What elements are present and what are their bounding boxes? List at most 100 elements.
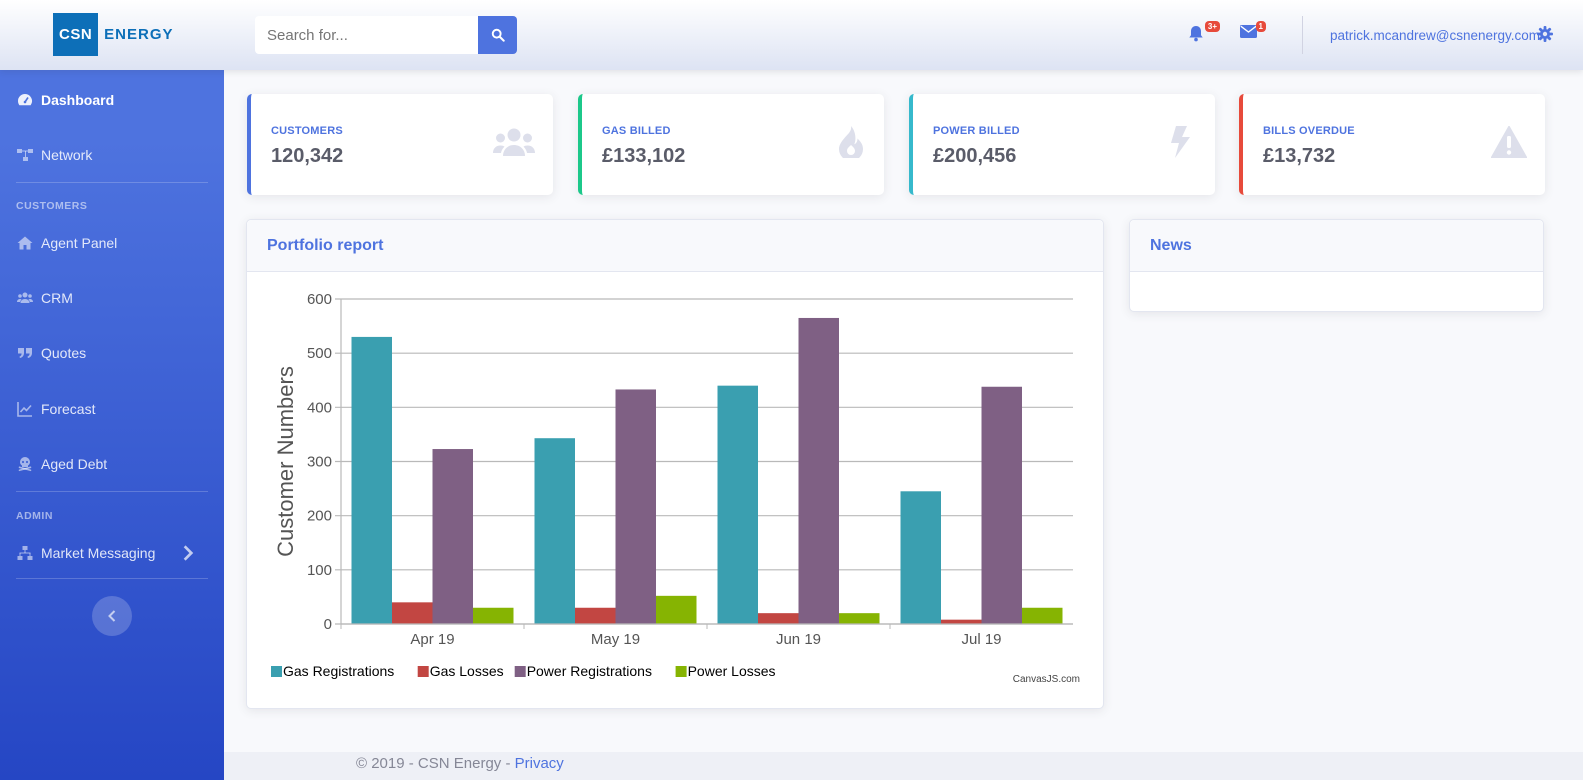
legend-label: Power Registrations — [527, 663, 652, 679]
sitemap-icon — [17, 149, 33, 161]
portfolio-chart: 0 100 200 300 400 500 600 Customer Numbers Apr 1… — [271, 291, 1080, 685]
x-tick-label: Jun 19 — [776, 631, 821, 648]
x-tick-label: Apr 19 — [410, 631, 454, 648]
sidebar-item-label: Quotes — [41, 345, 87, 361]
bar — [798, 317, 839, 624]
sidebar-item-agent-panel[interactable]: Agent Panel — [0, 223, 224, 263]
bell-icon — [1189, 26, 1203, 42]
sidebar-heading-admin: ADMIN — [16, 510, 53, 522]
user-settings[interactable] — [1537, 26, 1553, 47]
top-navbar: CSN ENERGY 3+ 1 patrick.mcandrew@csnener… — [0, 0, 1583, 70]
search-form — [255, 16, 517, 54]
search-icon — [491, 28, 505, 42]
y-tick-label: 500 — [307, 345, 332, 362]
customers-card: CUSTOMERS 120,342 — [247, 94, 553, 195]
bar — [615, 389, 656, 624]
card-label: GAS BILLED — [602, 125, 671, 137]
sidebar-item-forecast[interactable]: Forecast — [0, 389, 224, 429]
sidebar-item-crm[interactable]: CRM — [0, 278, 224, 318]
card-value: £13,732 — [1263, 145, 1336, 167]
envelope-icon — [1240, 25, 1257, 38]
sidebar-toggle-button[interactable] — [92, 596, 132, 636]
bar — [1022, 607, 1063, 624]
legend-swatch — [675, 666, 687, 677]
gear-icon — [1537, 26, 1553, 42]
sidebar-item-label: Forecast — [41, 401, 96, 417]
card-label: BILLS OVERDUE — [1263, 125, 1355, 137]
legend-swatch — [417, 666, 429, 677]
tachometer-icon — [18, 94, 32, 106]
panel-title: News — [1130, 220, 1543, 272]
bar — [392, 602, 433, 624]
sidebar-item-quotes[interactable]: Quotes — [0, 333, 224, 373]
bar — [900, 491, 941, 624]
sidebar-divider — [16, 578, 208, 579]
card-value: 120,342 — [271, 145, 344, 167]
sidebar-item-market-messaging[interactable]: Market Messaging — [0, 533, 224, 573]
gas-billed-card: GAS BILLED £133,102 — [578, 94, 884, 195]
legend-swatch — [514, 666, 526, 677]
bar — [534, 438, 575, 624]
footer-copyright: © 2019 - CSN Energy - Privacy — [356, 755, 564, 772]
privacy-link[interactable]: Privacy — [514, 755, 564, 772]
user-email[interactable]: patrick.mcandrew@csnenergy.com — [1330, 28, 1541, 43]
y-tick-label: 400 — [307, 399, 332, 416]
sidebar-heading-customers: CUSTOMERS — [16, 200, 88, 212]
x-tick-label: Jul 19 — [961, 631, 1001, 648]
footer-copyright-text: © 2019 - CSN Energy - — [356, 755, 515, 772]
footer: © 2019 - CSN Energy - Privacy — [224, 752, 1583, 780]
bar — [839, 613, 880, 624]
y-tick-label: 200 — [307, 508, 332, 525]
users-icon — [493, 128, 535, 156]
skull-icon — [18, 457, 32, 472]
sidebar-item-label: Network — [41, 147, 93, 163]
sidebar-item-dashboard[interactable]: Dashboard — [0, 80, 224, 120]
sidebar: Dashboard Network CUSTOMERS Agent Panel … — [0, 70, 224, 780]
bolt-icon — [1171, 126, 1190, 158]
sidebar-item-aged-debt[interactable]: Aged Debt — [0, 444, 224, 484]
quote-icon — [18, 348, 32, 358]
sidebar-item-network[interactable]: Network — [0, 135, 224, 175]
bar — [656, 595, 697, 624]
messages-badge: 1 — [1255, 21, 1266, 32]
card-label: POWER BILLED — [933, 125, 1020, 137]
messages-dropdown[interactable]: 1 — [1240, 21, 1266, 45]
brand-logo[interactable]: CSN ENERGY — [53, 13, 180, 56]
search-input[interactable] — [255, 16, 478, 54]
bar — [351, 336, 392, 624]
y-tick-label: 300 — [307, 454, 332, 471]
chevron-right-icon — [183, 545, 194, 561]
line-chart-icon — [17, 402, 32, 417]
bar — [575, 607, 616, 624]
panel-title: Portfolio report — [247, 220, 1103, 272]
y-tick-label: 600 — [307, 291, 332, 308]
legend-label: Gas Losses — [430, 663, 504, 679]
sidebar-item-label: Dashboard — [41, 92, 115, 108]
news-panel: News — [1129, 219, 1544, 312]
y-tick-label: 0 — [324, 616, 332, 633]
legend-label: Power Losses — [688, 663, 776, 679]
sidebar-item-label: Aged Debt — [41, 456, 108, 472]
sidebar-item-label: CRM — [41, 290, 73, 306]
chart-credit: CanvasJS.com — [1013, 674, 1080, 685]
brand-logo-box: CSN — [53, 13, 99, 56]
legend-label: Gas Registrations — [283, 663, 394, 679]
sidebar-divider — [16, 182, 208, 183]
card-label: CUSTOMERS — [271, 125, 343, 137]
y-axis-label: Customer Numbers — [273, 366, 298, 557]
alerts-badge: 3+ — [1204, 21, 1220, 32]
sidebar-item-label: Market Messaging — [41, 545, 156, 561]
brand-logo-text: ENERGY — [104, 26, 174, 43]
sidebar-item-label: Agent Panel — [41, 235, 118, 251]
bar — [717, 385, 758, 624]
network-wired-icon — [17, 546, 33, 560]
card-value: £133,102 — [602, 145, 686, 167]
users-icon — [17, 292, 33, 303]
search-button[interactable] — [478, 16, 517, 54]
bills-overdue-card: BILLS OVERDUE £13,732 — [1239, 94, 1545, 195]
bar — [473, 607, 514, 624]
topbar-divider — [1302, 16, 1303, 54]
bar — [941, 619, 982, 624]
legend-swatch — [271, 666, 282, 677]
alerts-dropdown[interactable]: 3+ — [1188, 21, 1220, 45]
